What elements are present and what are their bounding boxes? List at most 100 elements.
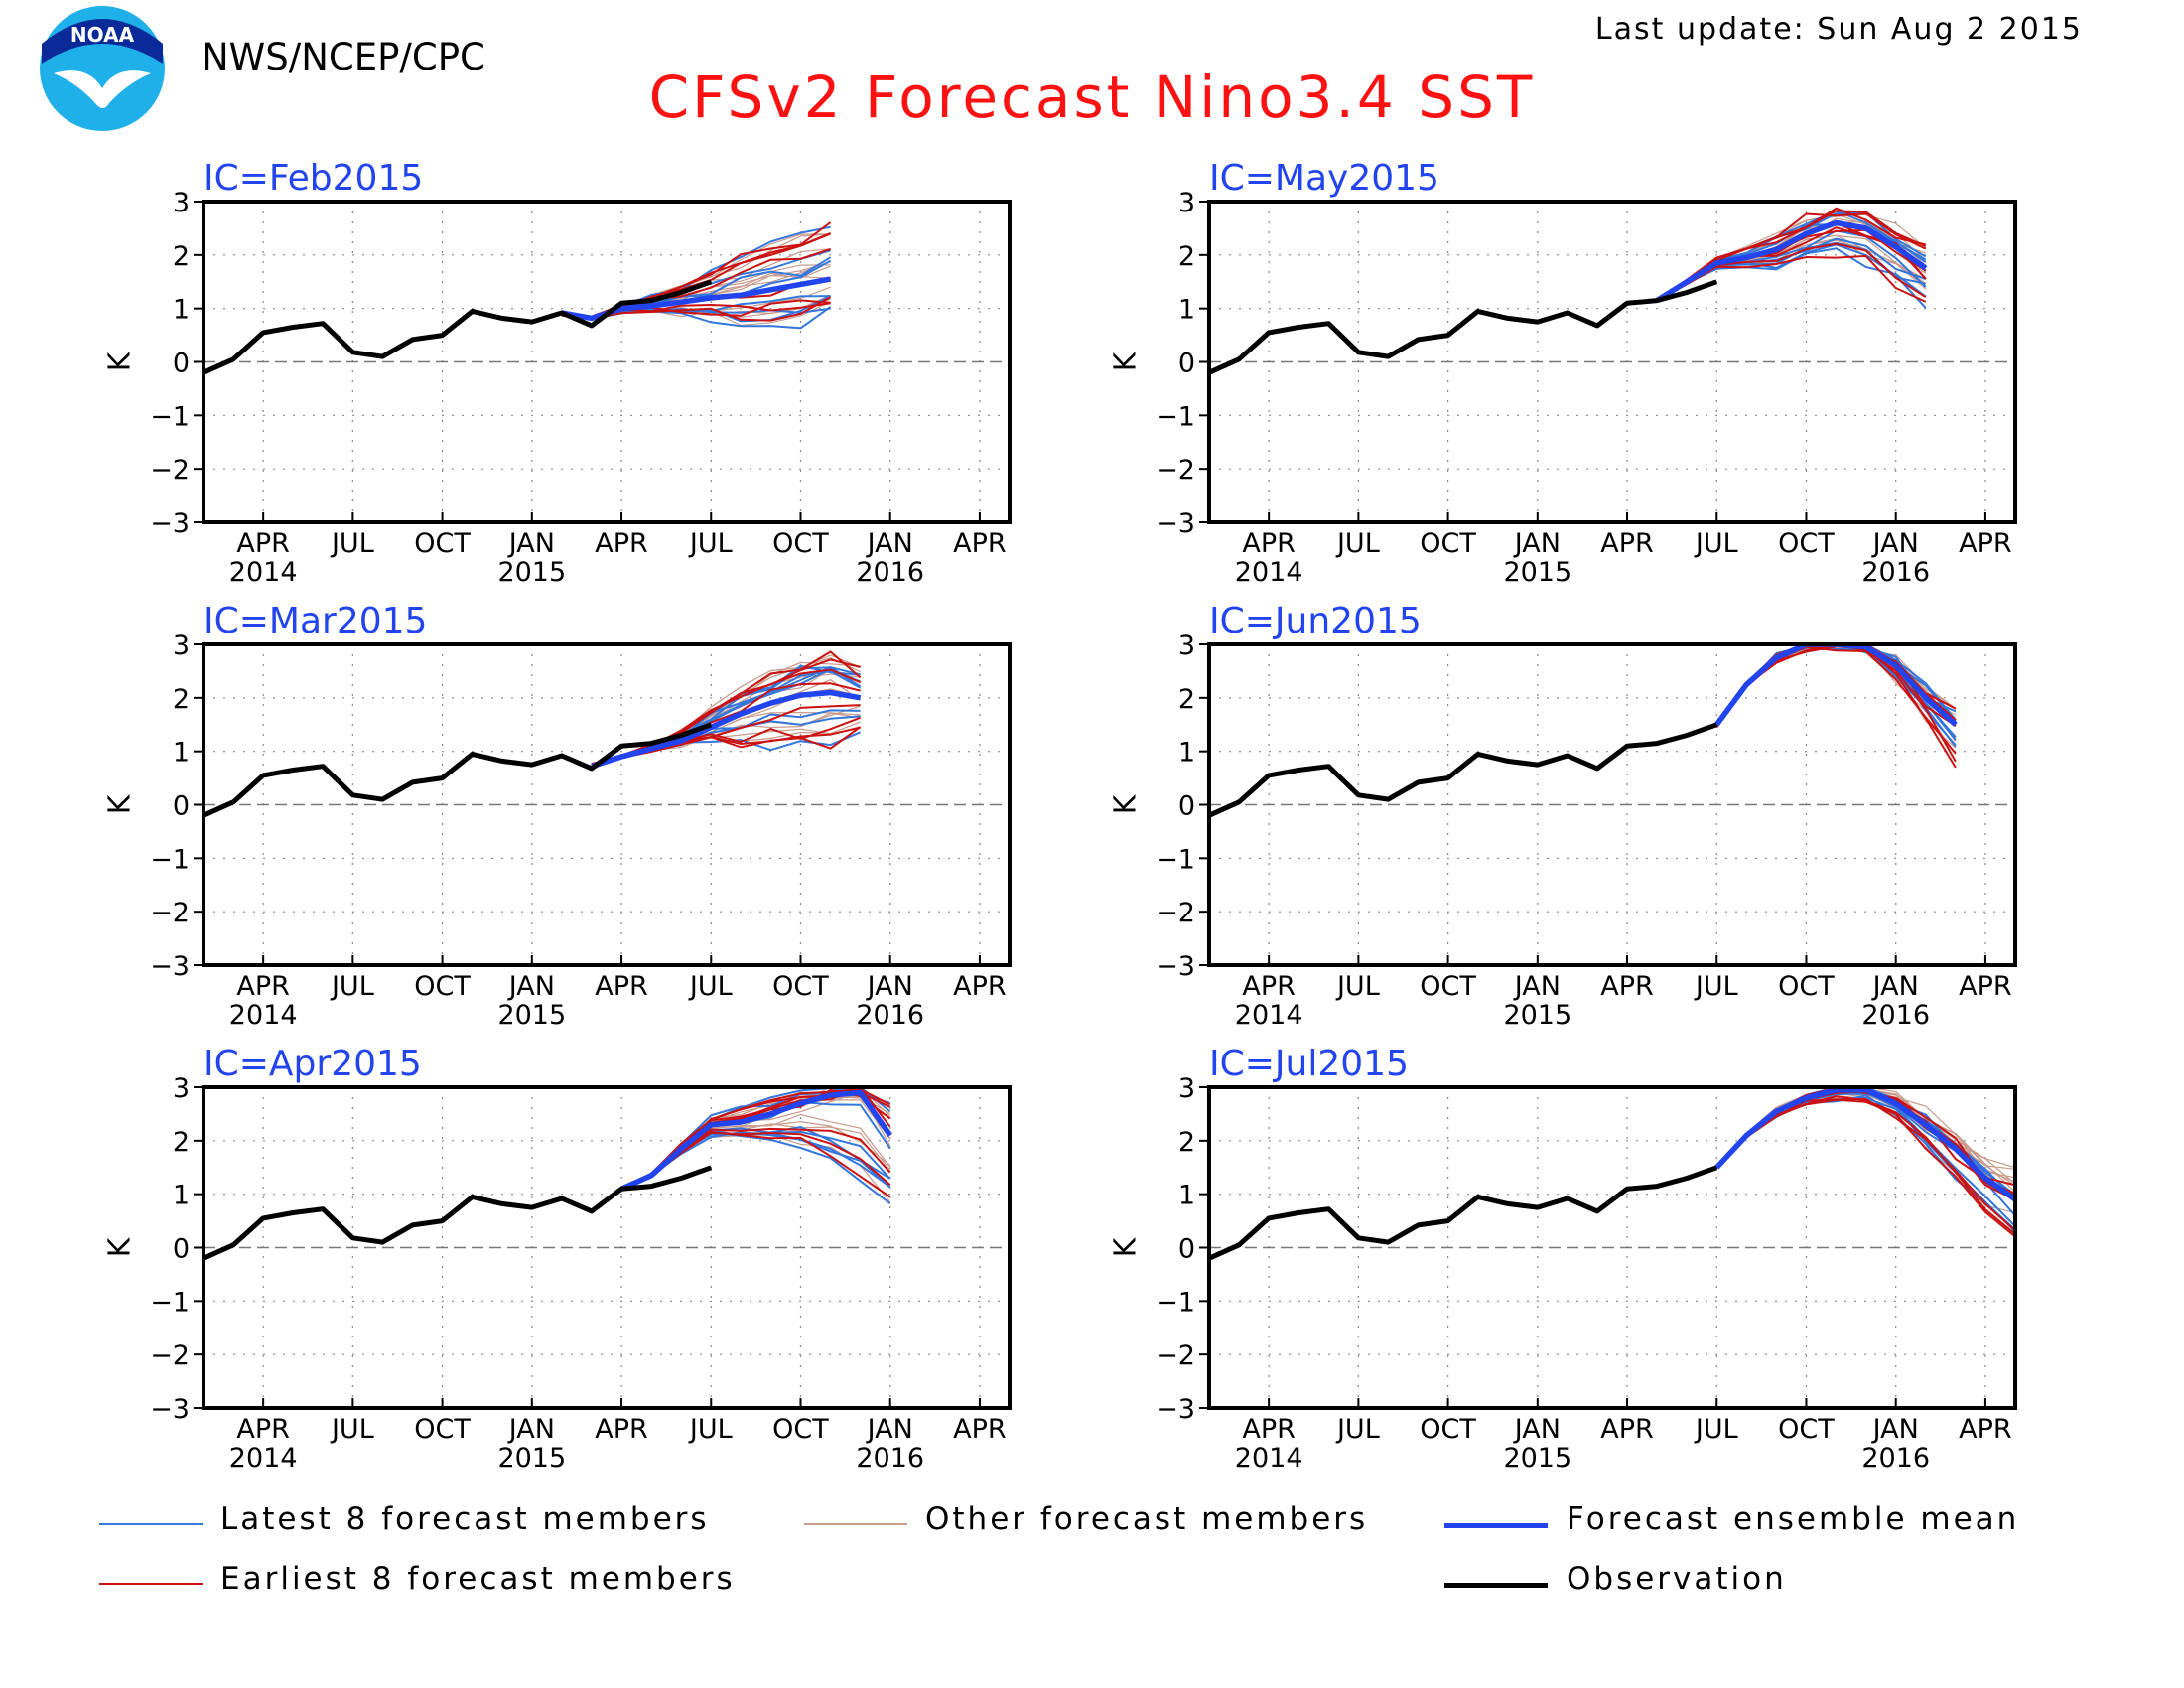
- x-tick-label: JAN: [1513, 971, 1561, 1002]
- y-tick-label: −2: [150, 898, 190, 928]
- x-tick-label: APR: [953, 528, 1007, 559]
- x-tick-label: JAN: [866, 1414, 913, 1445]
- y-tick-label: 0: [173, 1234, 190, 1265]
- y-axis-label: K: [1109, 793, 1144, 814]
- x-tick-label: APR: [953, 971, 1007, 1002]
- x-year-label: 2016: [1861, 557, 1930, 588]
- observation-line: [1209, 279, 1718, 375]
- series-group: [204, 1087, 892, 1261]
- x-tick-label: APR: [236, 1414, 290, 1445]
- legend-label-other: Other forecast members: [925, 1501, 1369, 1537]
- x-year-label: 2016: [856, 557, 924, 588]
- y-tick-label: −3: [1156, 951, 1195, 982]
- x-tick-label: JAN: [866, 528, 913, 559]
- series-group: [204, 221, 832, 375]
- series-group: [1209, 1087, 2015, 1261]
- x-tick-label: OCT: [414, 971, 471, 1002]
- x-tick-label: JUL: [330, 1414, 374, 1445]
- legend-item-latest: Latest 8 forecast members: [0, 1501, 2184, 1541]
- latest-member-line: [1715, 1092, 2015, 1201]
- y-tick-label: 2: [173, 1127, 190, 1158]
- x-tick-label: JUL: [330, 528, 374, 559]
- x-tick-label: JUL: [1694, 528, 1738, 559]
- x-tick-label: OCT: [1420, 528, 1476, 559]
- noaa-logo: NOAA: [40, 6, 165, 131]
- series-group: [1209, 644, 1958, 818]
- y-tick-label: 0: [1178, 791, 1195, 822]
- y-tick-label: 0: [173, 791, 190, 822]
- y-tick-label: 1: [1178, 1181, 1195, 1211]
- legend-item-observation: Observation: [0, 1561, 2184, 1601]
- y-tick-label: −3: [150, 1394, 190, 1425]
- x-tick-label: JAN: [1871, 971, 1919, 1002]
- y-tick-label: −1: [150, 401, 190, 432]
- x-year-label: 2015: [497, 1443, 566, 1474]
- x-year-label: 2015: [1503, 1443, 1571, 1474]
- x-tick-label: JUL: [330, 971, 374, 1002]
- y-tick-label: −3: [150, 508, 190, 539]
- series-group: [204, 650, 862, 818]
- x-tick-label: APR: [1600, 528, 1654, 559]
- logo-text: NOAA: [70, 23, 135, 47]
- x-tick-label: OCT: [1778, 528, 1835, 559]
- x-tick-label: APR: [595, 971, 648, 1002]
- x-tick-label: JUL: [688, 528, 733, 559]
- y-tick-label: 1: [173, 738, 190, 769]
- legend-swatch-latest: [99, 1523, 203, 1525]
- observation-line: [1209, 1165, 1718, 1261]
- x-tick-label: JAN: [1513, 1414, 1561, 1445]
- legend-item-mean: Forecast ensemble mean: [0, 1501, 2184, 1541]
- series-group: [1209, 207, 1928, 375]
- ensemble-mean-line: [619, 1089, 892, 1192]
- y-tick-label: −1: [1156, 401, 1195, 432]
- x-tick-label: APR: [1242, 528, 1296, 559]
- x-year-label: 2015: [1503, 1000, 1571, 1031]
- x-tick-label: OCT: [414, 1414, 471, 1445]
- x-tick-label: JAN: [507, 1414, 555, 1445]
- observation-line: [1209, 722, 1718, 818]
- panel-title: IC=Feb2015: [204, 158, 423, 199]
- x-tick-label: APR: [953, 1414, 1007, 1445]
- earliest-member-line: [1715, 645, 1957, 769]
- x-tick-label: OCT: [1778, 971, 1835, 1002]
- x-tick-label: OCT: [772, 528, 829, 559]
- latest-member-line: [1715, 1087, 2015, 1198]
- y-tick-label: 1: [1178, 295, 1195, 326]
- x-tick-label: APR: [595, 1414, 648, 1445]
- y-tick-label: 0: [173, 349, 190, 379]
- y-tick-label: 0: [1178, 1234, 1195, 1265]
- observation-line: [204, 279, 713, 375]
- ensemble-mean-line: [591, 689, 862, 770]
- ensemble-mean-line: [1714, 1087, 2015, 1202]
- y-tick-label: −2: [1156, 455, 1195, 486]
- latest-member-line: [591, 665, 862, 766]
- x-tick-label: JUL: [688, 971, 733, 1002]
- ensemble-mean-line: [1655, 219, 1928, 303]
- legend-item-other: Other forecast members: [0, 1501, 2184, 1541]
- x-year-label: 2014: [1235, 1000, 1303, 1031]
- y-tick-label: 3: [1178, 1073, 1195, 1104]
- legend-label-earliest: Earliest 8 forecast members: [220, 1561, 736, 1597]
- y-tick-label: −2: [1156, 898, 1195, 928]
- y-tick-label: 3: [173, 188, 190, 218]
- y-tick-label: 3: [1178, 631, 1195, 661]
- x-tick-label: JUL: [1335, 971, 1380, 1002]
- y-tick-label: −2: [1156, 1340, 1195, 1371]
- other-member-line: [1715, 1087, 2015, 1197]
- x-tick-label: APR: [1242, 971, 1296, 1002]
- earliest-member-line: [1656, 212, 1927, 302]
- legend-swatch-earliest: [99, 1583, 203, 1585]
- legend-label-observation: Observation: [1567, 1561, 1787, 1597]
- panel-title: IC=Jul2015: [1209, 1044, 1409, 1084]
- y-tick-label: −1: [1156, 844, 1195, 875]
- ensemble-mean-line: [1714, 644, 1958, 727]
- last-update: Last update: Sun Aug 2 2015: [1594, 12, 2083, 47]
- latest-member-line: [620, 1131, 891, 1191]
- earliest-member-line: [1656, 254, 1927, 303]
- y-axis-label: K: [103, 1236, 138, 1257]
- x-tick-label: JAN: [1513, 528, 1561, 559]
